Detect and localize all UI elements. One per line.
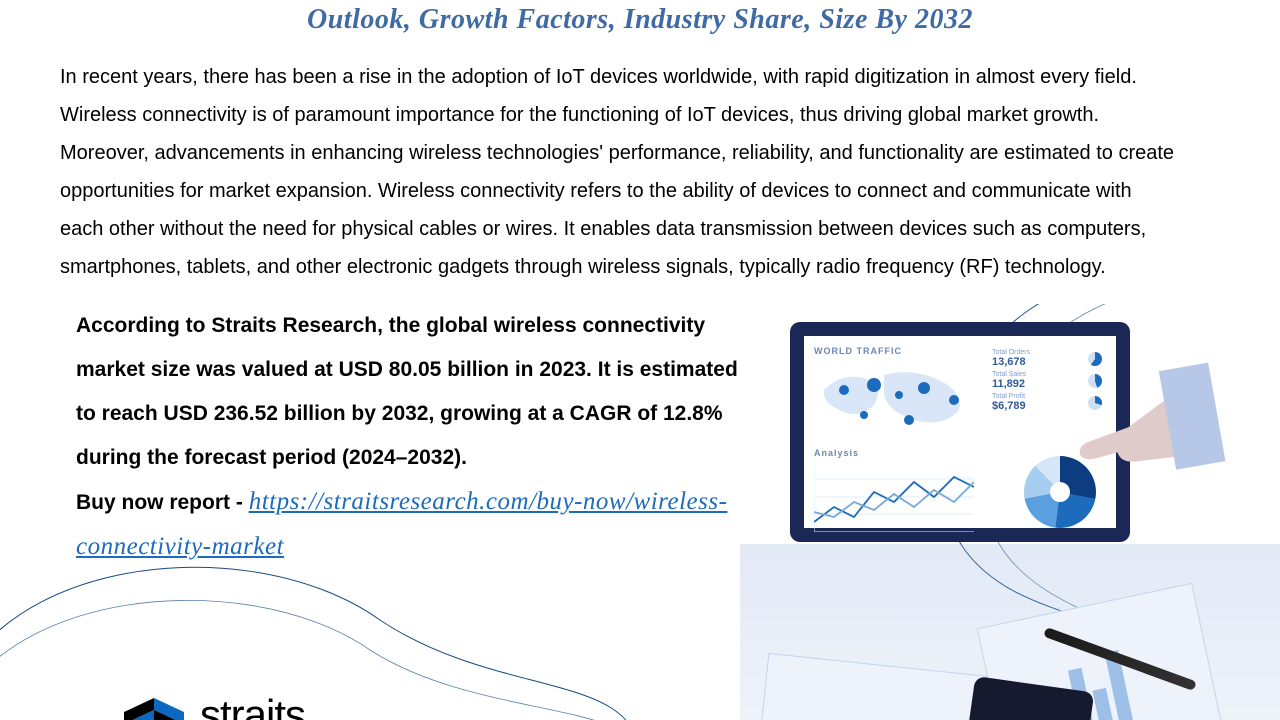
stat-value: 11,892: [992, 378, 1026, 390]
analysis-label: Analysis: [814, 448, 859, 458]
hero-illustration: WORLD TRAFFIC: [740, 304, 1220, 570]
line-chart: [814, 462, 974, 532]
summary-block: According to Straits Research, the globa…: [60, 304, 740, 570]
logo-mark-icon: [120, 690, 190, 720]
brand-logo: straits: [120, 690, 305, 720]
intro-paragraph: In recent years, there has been a rise i…: [60, 58, 1220, 286]
stat-value: 13,678: [992, 356, 1030, 368]
summary-text: According to Straits Research, the globa…: [76, 314, 738, 469]
stat-label: Total Orders: [992, 349, 1030, 356]
page-title: Outlook, Growth Factors, Industry Share,…: [60, 0, 1220, 36]
logo-text: straits: [200, 691, 305, 720]
buy-label: Buy now report -: [76, 491, 243, 514]
world-map-icon: [814, 360, 984, 440]
stat-label: Total Sales: [992, 371, 1026, 378]
mini-pie-icon: [1088, 352, 1102, 366]
stat-row: Total Orders 13,678: [992, 349, 1102, 368]
